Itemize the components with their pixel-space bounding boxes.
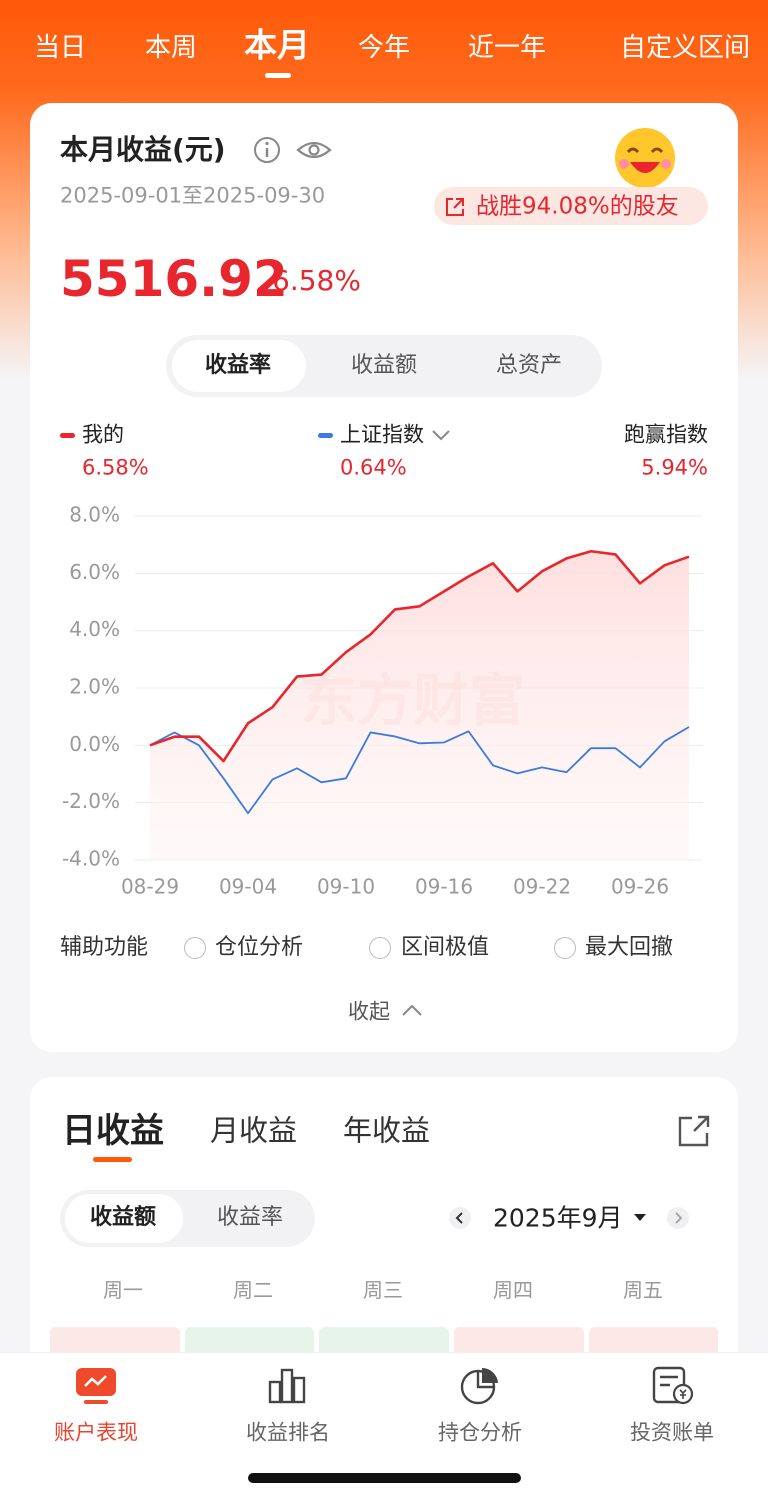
- weekday: 周二: [233, 1278, 273, 1302]
- y-tick-label: 6.0%: [69, 560, 120, 584]
- series-line: [149, 726, 690, 815]
- excess-value: 5.94%: [641, 455, 708, 480]
- metric-tab[interactable]: 收益率: [204, 353, 272, 378]
- summary-title: 本月收益(元): [60, 133, 226, 166]
- legend-name[interactable]: 上证指数: [340, 422, 424, 447]
- aux-option[interactable]: 最大回撤: [585, 935, 674, 960]
- period-tab[interactable]: 本周: [144, 33, 198, 63]
- collapse-chevron[interactable]: [400, 1002, 424, 1020]
- returns-tab-selected[interactable]: 日收益: [62, 1111, 164, 1151]
- legend-value: 6.58%: [82, 455, 149, 480]
- period-tab-selected[interactable]: 本月: [244, 25, 310, 65]
- title-icons[interactable]: [250, 133, 350, 167]
- x-tick-label: 09-26: [611, 875, 669, 899]
- aux-option[interactable]: 仓位分析: [215, 935, 304, 960]
- y-tick-label: 8.0%: [69, 503, 120, 527]
- badge-text: 战胜94.08%的股友: [476, 193, 679, 220]
- toggle-selected: [65, 1194, 183, 1243]
- prev-month[interactable]: [448, 1206, 472, 1230]
- area: [150, 551, 689, 860]
- nav-icon[interactable]: [650, 1364, 696, 1406]
- returns-tab[interactable]: 月收益: [210, 1113, 298, 1148]
- returns-tab[interactable]: 年收益: [343, 1113, 431, 1148]
- nav-label[interactable]: 收益排名: [246, 1420, 330, 1445]
- x-tick-label: 08-29: [121, 875, 179, 899]
- nav-label[interactable]: 持仓分析: [438, 1420, 522, 1445]
- nav-icon[interactable]: [266, 1366, 310, 1406]
- badge[interactable]: [434, 187, 708, 225]
- legend-name: 我的: [82, 422, 124, 447]
- home-indicator: [248, 1473, 521, 1483]
- period-tab[interactable]: 今年: [357, 33, 411, 63]
- legend-swatch: [318, 433, 333, 438]
- x-tick-label: 09-22: [513, 875, 571, 899]
- radio[interactable]: [554, 937, 576, 959]
- y-tick-label: -2.0%: [62, 789, 120, 813]
- x-tick-label: 09-16: [415, 875, 473, 899]
- excess-name: 跑赢指数: [624, 422, 708, 447]
- badge-icon: [446, 198, 464, 216]
- tab-indicator: [93, 1157, 132, 1162]
- weekday: 周五: [623, 1278, 663, 1302]
- period-tab[interactable]: 自定义区间: [619, 33, 751, 63]
- tab-indicator: [265, 73, 291, 78]
- weekday: 周四: [493, 1278, 533, 1302]
- nav-label[interactable]: 账户表现: [54, 1420, 138, 1445]
- period-tab[interactable]: 近一年: [467, 33, 547, 63]
- weekday: 周一: [103, 1278, 143, 1302]
- aux-option[interactable]: 区间极值: [401, 935, 490, 960]
- aux-label: 辅助功能: [60, 935, 149, 960]
- period-tab[interactable]: 当日: [33, 33, 87, 63]
- legend-value: 0.64%: [340, 455, 407, 480]
- mascot: [615, 128, 675, 188]
- series-line: [149, 549, 690, 763]
- date-range: 2025-09-01至2025-09-30: [60, 183, 326, 208]
- y-tick-label: 4.0%: [69, 617, 120, 641]
- nav-icon[interactable]: [74, 1366, 118, 1406]
- rate: 6.58%: [272, 264, 361, 297]
- nav-icon[interactable]: [458, 1366, 502, 1406]
- collapse[interactable]: 收起: [348, 999, 390, 1024]
- y-tick-label: 0.0%: [69, 732, 120, 756]
- weekday: 周三: [363, 1278, 403, 1302]
- amount: 5516.92: [60, 250, 288, 308]
- y-tick-label: -4.0%: [62, 847, 120, 871]
- nav-label[interactable]: 投资账单: [630, 1420, 714, 1445]
- x-tick-label: 09-10: [317, 875, 375, 899]
- next-month[interactable]: [666, 1206, 690, 1230]
- month-selector[interactable]: 2025年9月: [493, 1203, 623, 1233]
- metric-tab[interactable]: 总资产: [495, 353, 563, 378]
- share-icon[interactable]: [676, 1113, 712, 1149]
- y-tick-label: 2.0%: [69, 675, 120, 699]
- radio[interactable]: [369, 937, 391, 959]
- metric-tab[interactable]: 收益额: [350, 353, 418, 378]
- metric-selected: [172, 340, 306, 392]
- toggle-option[interactable]: 收益额: [89, 1205, 157, 1230]
- dropdown-chevron[interactable]: [430, 427, 454, 443]
- radio[interactable]: [184, 937, 206, 959]
- month-dropdown[interactable]: [632, 1212, 648, 1224]
- toggle-option[interactable]: 收益率: [216, 1205, 284, 1230]
- x-tick-label: 09-04: [219, 875, 277, 899]
- chart: 8.0%6.0%4.0%2.0%0.0%-2.0%-4.0%东方财富08-290…: [62, 503, 703, 899]
- legend-swatch: [60, 433, 75, 438]
